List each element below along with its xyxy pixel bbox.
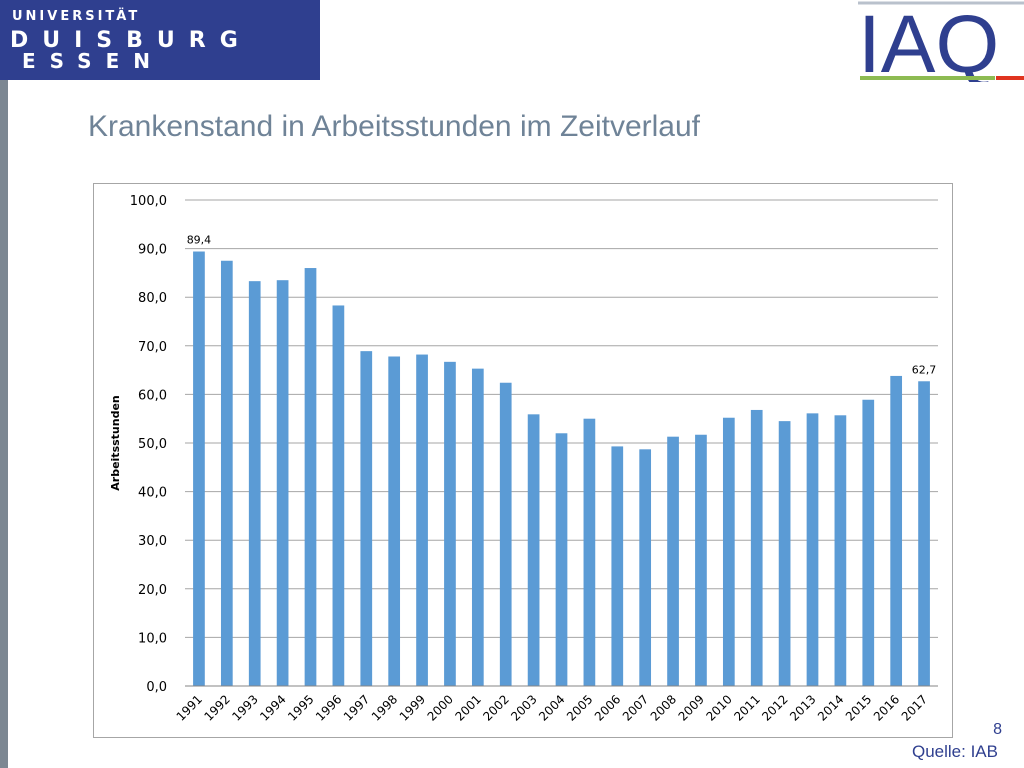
bar [778, 421, 791, 686]
bar [332, 305, 345, 686]
bar [918, 381, 930, 686]
bar [248, 281, 261, 686]
y-tick-label: 90,0 [138, 243, 167, 258]
bar [890, 375, 903, 686]
bar [471, 368, 484, 686]
y-tick-label: 70,0 [138, 340, 167, 355]
bar [639, 449, 652, 686]
bar [444, 361, 456, 686]
data-label: 89,4 [187, 234, 212, 247]
y-tick-label: 20,0 [138, 583, 167, 598]
bar-chart: 0,0 10,0 20,0 30,0 40,0 50,0 60,0 70,0 80,0 90,0 1… [93, 183, 953, 738]
university-logo: UNIVERSITÄT DUISBURG ESSEN [0, 0, 320, 80]
y-tick-label: 0,0 [146, 680, 167, 695]
slide-title: Krankenstand in Arbeitsstunden im Zeitve… [88, 110, 700, 143]
y-tick-label: 50,0 [138, 437, 167, 452]
bar [388, 356, 401, 686]
iaq-logo: IAQ [858, 0, 1024, 82]
y-axis-label: Arbeitsstunden [109, 395, 122, 490]
bar [220, 260, 233, 686]
left-accent-bar [0, 80, 8, 768]
bar [695, 434, 707, 686]
y-tick-label: 100,0 [130, 194, 167, 209]
university-logo-line3: ESSEN [22, 49, 164, 73]
bar [722, 417, 735, 686]
bar [499, 382, 512, 686]
bar [304, 268, 317, 686]
y-tick-label: 30,0 [138, 534, 167, 549]
bar [193, 251, 205, 686]
y-tick-label: 40,0 [138, 486, 167, 501]
bar [416, 354, 428, 686]
university-logo-line1: UNIVERSITÄT [12, 9, 141, 24]
page-number: 8 [993, 721, 1002, 738]
bar [750, 409, 763, 686]
bar [527, 414, 540, 686]
iaq-logo-text: IAQ [858, 0, 999, 82]
bar [862, 399, 875, 686]
source-note: Quelle: IAB [912, 742, 998, 761]
bar [806, 413, 819, 686]
chart-container: 0,0 10,0 20,0 30,0 40,0 50,0 60,0 70,0 80,0 90,0 1… [93, 183, 953, 738]
data-label: 62,7 [912, 363, 937, 376]
bar [360, 351, 373, 686]
bar [276, 280, 289, 686]
bar [834, 415, 847, 686]
bar [611, 446, 624, 686]
y-tick-label: 60,0 [138, 388, 167, 403]
bar [583, 418, 596, 686]
university-logo-line2: DUISBURG [10, 28, 252, 53]
y-tick-label: 80,0 [138, 291, 167, 306]
y-tick-label: 10,0 [138, 631, 167, 646]
bar [555, 433, 568, 686]
bar [667, 436, 679, 686]
